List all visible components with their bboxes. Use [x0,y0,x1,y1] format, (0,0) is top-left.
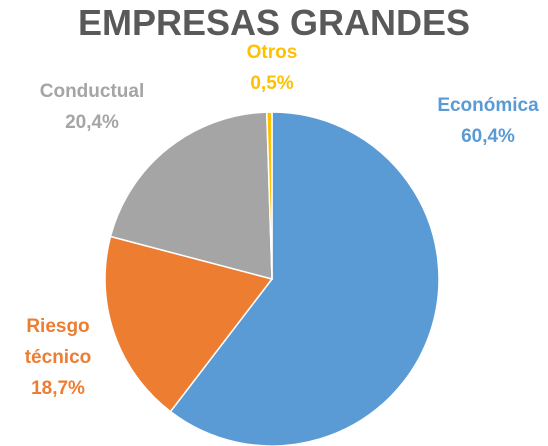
category-label: Otros [246,42,298,63]
category-label: Económica [437,95,539,116]
slice-label: Riesgo técnico 18,7% [18,311,98,404]
chart-title: EMPRESAS GRANDES [77,2,471,43]
slice-label: Otros 0,5% [247,37,298,99]
slice-label: Conductual 20,4% [40,76,145,138]
category-label: Riesgo técnico [24,316,92,368]
value-label: 60,4% [461,126,515,147]
pie-slice [169,111,440,446]
value-label: 18,7% [31,378,85,399]
value-label: 20,4% [65,112,119,133]
pie-slice [265,111,273,280]
slice-label: Económica 60,4% [437,90,538,152]
category-label: Conductual [39,81,145,102]
value-label: 0,5% [250,73,294,94]
pie-slice [109,111,273,280]
pie-slice [104,235,274,413]
